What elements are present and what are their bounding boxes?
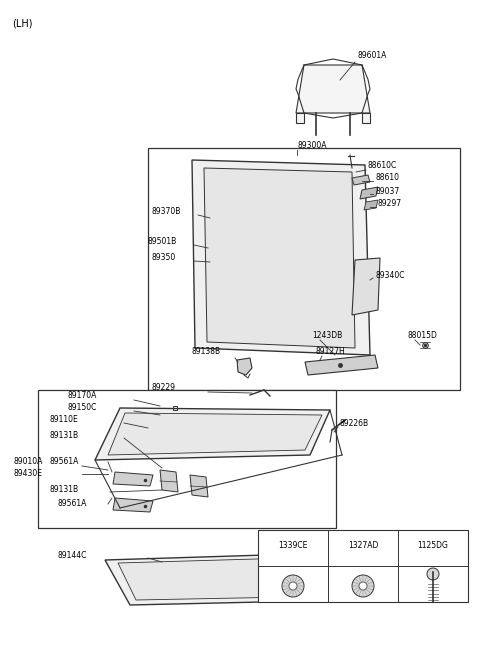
Text: 89138B: 89138B	[192, 348, 221, 356]
Polygon shape	[160, 470, 178, 492]
Text: 89131B: 89131B	[50, 430, 79, 440]
Bar	[258, 530, 468, 602]
Polygon shape	[360, 187, 378, 199]
Text: 88610C: 88610C	[368, 161, 397, 169]
Text: 89601A: 89601A	[358, 51, 387, 60]
Text: 89226B: 89226B	[340, 419, 369, 428]
Text: 89150C: 89150C	[68, 403, 97, 413]
Text: 89127H: 89127H	[316, 348, 346, 356]
Polygon shape	[352, 175, 370, 185]
Bar	[38, 390, 336, 528]
Text: 89561A: 89561A	[50, 457, 79, 466]
Polygon shape	[352, 258, 380, 315]
Text: 89110E: 89110E	[50, 415, 79, 424]
Bar	[148, 148, 460, 390]
Circle shape	[289, 582, 297, 590]
Text: 89037: 89037	[375, 186, 399, 195]
Text: 89350: 89350	[152, 253, 176, 262]
Text: 1243DB: 1243DB	[312, 331, 342, 340]
Polygon shape	[108, 413, 322, 455]
Text: 89229: 89229	[152, 384, 176, 392]
Text: 89501B: 89501B	[148, 237, 177, 247]
Text: 89297: 89297	[378, 199, 402, 209]
Polygon shape	[296, 65, 370, 113]
Polygon shape	[296, 113, 304, 123]
Text: 1327AD: 1327AD	[348, 541, 378, 550]
Polygon shape	[362, 113, 370, 123]
Text: 88610: 88610	[375, 173, 399, 182]
Polygon shape	[118, 557, 342, 600]
Text: 89430E: 89430E	[14, 470, 43, 478]
Polygon shape	[204, 168, 355, 348]
Text: 88015D: 88015D	[408, 331, 438, 340]
Text: 89170A: 89170A	[68, 392, 97, 401]
Polygon shape	[105, 553, 350, 605]
Polygon shape	[95, 408, 330, 460]
Circle shape	[427, 568, 439, 580]
Polygon shape	[190, 475, 208, 497]
Text: 89300A: 89300A	[298, 140, 327, 150]
Text: 89010A: 89010A	[14, 457, 43, 466]
Text: 89370B: 89370B	[152, 207, 181, 216]
Text: 89144C: 89144C	[58, 550, 87, 560]
Circle shape	[282, 575, 304, 597]
Polygon shape	[237, 358, 252, 375]
Polygon shape	[113, 498, 153, 512]
Text: 1125DG: 1125DG	[418, 541, 448, 550]
Text: 1339CE: 1339CE	[278, 541, 308, 550]
Text: (LH): (LH)	[12, 18, 33, 28]
Polygon shape	[305, 355, 378, 375]
Text: 89340C: 89340C	[375, 270, 405, 279]
Text: 89561A: 89561A	[58, 499, 87, 508]
Polygon shape	[113, 472, 153, 486]
Polygon shape	[192, 160, 370, 355]
Circle shape	[359, 582, 367, 590]
Polygon shape	[364, 200, 378, 210]
Circle shape	[352, 575, 374, 597]
Text: 89131B: 89131B	[50, 485, 79, 495]
